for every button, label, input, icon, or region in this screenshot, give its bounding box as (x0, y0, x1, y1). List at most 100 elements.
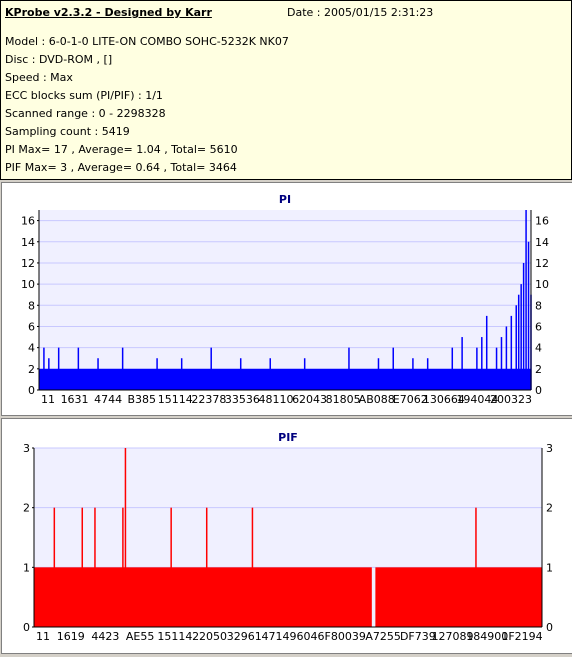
pi-bar (495, 347, 498, 390)
info-range: Scanned range : 0 - 2298328 (5, 107, 166, 120)
pif-ytick-right: 1 (546, 561, 553, 574)
pif-xtick-label: AE55 (126, 630, 154, 643)
pi-bar (451, 347, 454, 390)
pif-xtick-label: 1619 (57, 630, 85, 643)
pif-bar (122, 507, 124, 627)
pi-chart-panel: PI 0 0 2 2 4 4 6 6 8 8 10 10 12 12 14 14 16 16 11 1631 4744 B3… (1, 182, 572, 416)
pi-bar (527, 241, 530, 390)
pif-bar (81, 507, 84, 627)
pi-xtick-label: 194044 (456, 393, 498, 406)
pi-ytick-left: 14 (21, 236, 35, 249)
pi-bar (303, 358, 306, 390)
pif-xtick-label: 80039 (331, 630, 366, 643)
pi-xtick-label: 200323 (490, 393, 532, 406)
pi-xtick-label: 130664 (423, 393, 465, 406)
pif-xtick-label: 184900 (466, 630, 508, 643)
pif-xtick-label: 127089 (432, 630, 474, 643)
pi-plot-area (39, 210, 531, 390)
pif-ytick-left: 0 (23, 621, 30, 634)
pi-bar (121, 347, 124, 390)
pi-xtick-label: 48110 (259, 393, 294, 406)
pif-xtick-label: 47149 (262, 630, 297, 643)
pi-bar (520, 284, 522, 390)
pi-xtick-label: 22378 (191, 393, 226, 406)
pif-ytick-right: 3 (546, 442, 553, 455)
pi-chart-title: PI (279, 193, 291, 206)
pi-ytick-left: 10 (21, 278, 35, 291)
info-disc: Disc : DVD-ROM , [] (5, 53, 113, 66)
pi-ytick-left: 0 (28, 384, 35, 397)
pi-bar (348, 347, 350, 390)
pif-ytick-right: 0 (546, 621, 553, 634)
pi-ytick-left: 6 (28, 320, 35, 333)
pi-xtick-label: E7062 (393, 393, 428, 406)
pif-bar (170, 507, 172, 627)
app-title: KProbe v2.3.2 - Designed by Karr (5, 6, 212, 19)
pif-xtick-label: 1F2194 (501, 630, 542, 643)
pi-ytick-left: 4 (28, 342, 35, 355)
pi-xtick-label: 11 (41, 393, 55, 406)
pi-bar (515, 305, 517, 390)
pi-bar (461, 337, 463, 390)
pif-xtick-label: A7255 (365, 630, 401, 643)
pif-bar (475, 507, 477, 627)
pi-ytick-left: 8 (28, 299, 35, 312)
pif-xtick-label: 15114 (157, 630, 192, 643)
pif-bar (205, 507, 208, 627)
pi-bar (517, 294, 520, 390)
pi-bar (426, 358, 429, 390)
pi-xtick-label: 33536 (225, 393, 260, 406)
pi-xtick-label: 81805 (326, 393, 361, 406)
pif-xtick-label: 11 (36, 630, 50, 643)
pif-bar (124, 448, 127, 627)
pi-bar (210, 347, 212, 390)
pif-xtick-label: 22050 (192, 630, 227, 643)
pi-bar (500, 337, 503, 390)
info-ecc: ECC blocks sum (PI/PIF) : 1/1 (5, 89, 163, 102)
pi-bar (510, 315, 513, 390)
pi-ytick-right: 4 (535, 342, 542, 355)
info-sampling: Sampling count : 5419 (5, 125, 130, 138)
pif-bar (53, 507, 56, 627)
pi-bar (476, 347, 478, 390)
pi-ytick-right: 6 (535, 320, 542, 333)
pi-ytick-left: 16 (21, 215, 35, 228)
pi-bar (481, 337, 483, 390)
pi-xtick-label: 15114 (158, 393, 193, 406)
pi-bar (505, 326, 508, 390)
info-model: Model : 6-0-1-0 LITE-ON COMBO SOHC-5232K… (5, 35, 289, 48)
pif-ytick-right: 2 (546, 502, 553, 515)
pi-bar (522, 262, 525, 390)
pi-bar (269, 358, 271, 390)
pi-bar (97, 358, 99, 390)
pif-xtick-label: 4423 (91, 630, 119, 643)
pi-bar (156, 358, 158, 390)
pif-bar (251, 507, 254, 627)
pi-ytick-right: 10 (535, 278, 549, 291)
pi-baseline-area (39, 368, 531, 390)
pi-bar (43, 347, 45, 390)
pi-bar (392, 347, 394, 390)
pi-ytick-right: 16 (535, 215, 549, 228)
pi-ytick-right: 14 (535, 236, 549, 249)
pi-xtick-label: 1631 (61, 393, 89, 406)
pi-bar (57, 347, 60, 390)
pif-ytick-left: 2 (23, 502, 30, 515)
pi-chart: PI 0 0 2 2 4 4 6 6 8 8 10 10 12 12 14 14 16 16 11 1631 4744 B3… (21, 193, 549, 406)
pi-xtick-label: B385 (127, 393, 156, 406)
pi-ytick-right: 8 (535, 299, 542, 312)
info-speed: Speed : Max (5, 71, 73, 84)
pif-chart-title: PIF (278, 431, 298, 444)
pi-bar (412, 358, 414, 390)
pi-ytick-right: 0 (535, 384, 542, 397)
pi-bar (180, 358, 183, 390)
pif-ytick-left: 3 (23, 442, 30, 455)
pif-bar (94, 507, 96, 627)
pi-bar (239, 358, 242, 390)
pif-baseline-area (34, 567, 372, 627)
pif-xtick-label: 32961 (227, 630, 262, 643)
pi-xtick-label: AB088 (359, 393, 395, 406)
pi-bar (77, 347, 80, 390)
info-pi-stats: PI Max= 17 , Average= 1.04 , Total= 5610 (5, 143, 238, 156)
